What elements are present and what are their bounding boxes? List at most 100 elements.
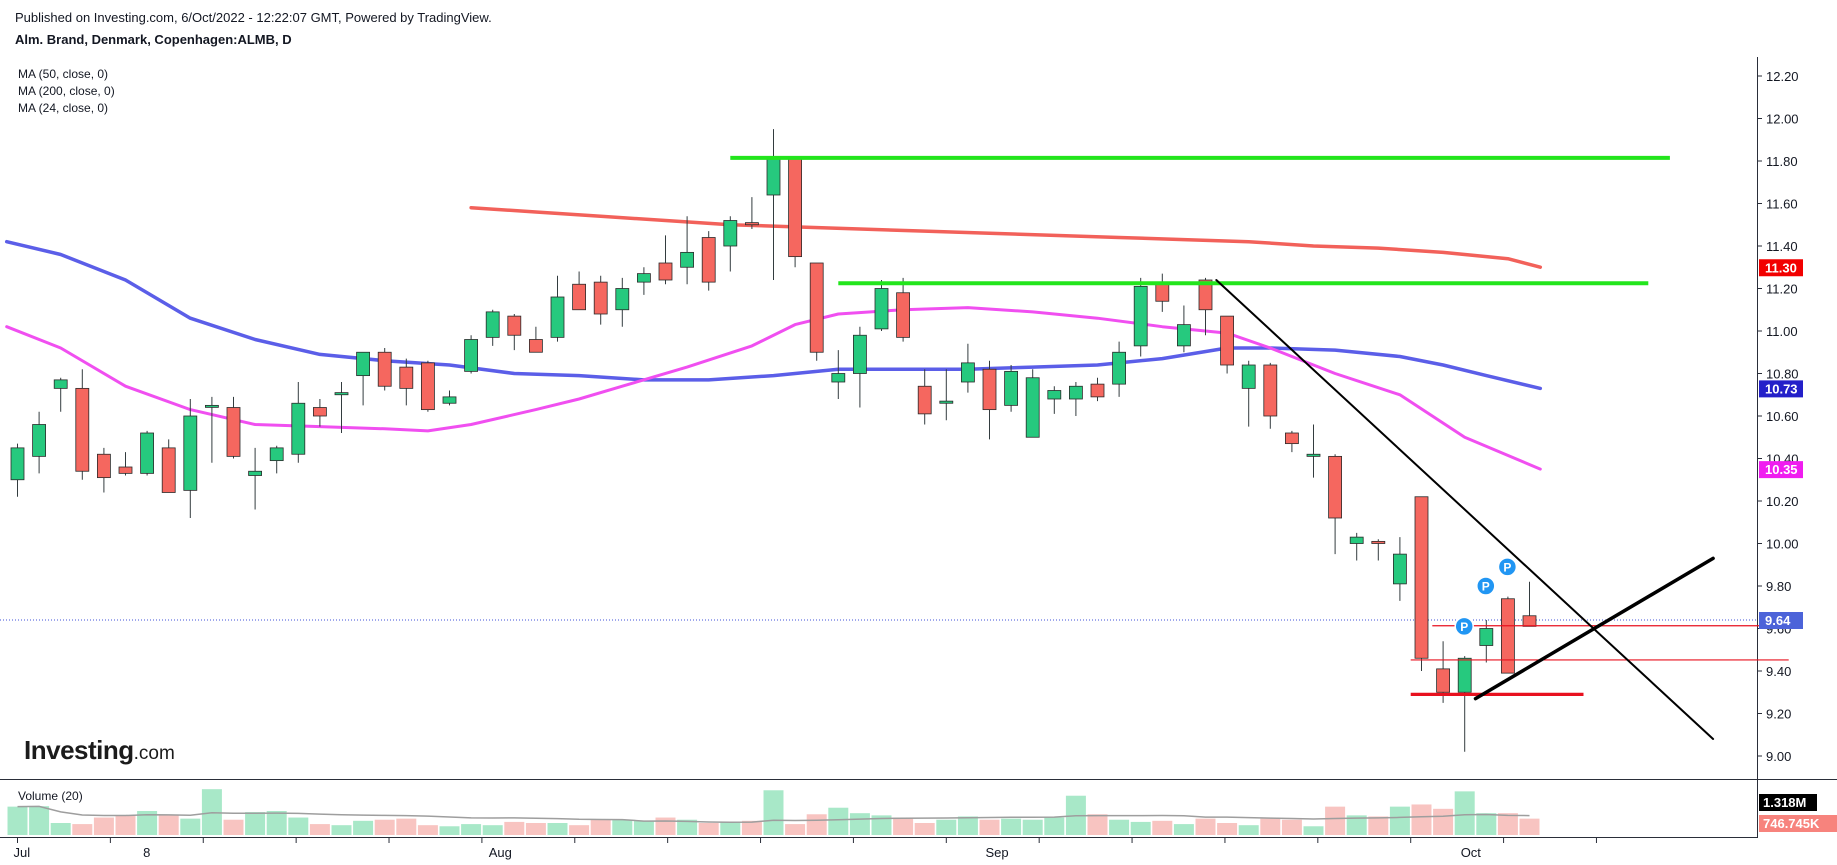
legend-ma24[interactable]: MA (24, close, 0)	[18, 101, 109, 115]
y-tick-label: 11.40	[1766, 239, 1798, 254]
price-label-ma200	[1759, 259, 1803, 277]
y-tick-label: 12.20	[1766, 69, 1799, 84]
volume-bar	[569, 825, 590, 835]
volume-bar	[29, 806, 50, 835]
volume-bar	[1389, 806, 1410, 835]
logo-suffix: .com	[133, 743, 175, 764]
candle-down	[75, 387, 90, 472]
candle-up	[10, 447, 25, 481]
candle-down	[529, 339, 543, 353]
volume-bar	[1130, 821, 1151, 835]
candle-down	[1090, 383, 1105, 398]
candle-up	[1479, 628, 1494, 646]
volume-bar	[1087, 814, 1108, 835]
marker-p	[1497, 557, 1518, 577]
volume-label-last	[1759, 815, 1837, 832]
candle-up	[550, 296, 565, 338]
volume-bar	[417, 825, 438, 835]
candle-up	[1069, 385, 1083, 400]
volume-bar	[93, 817, 114, 835]
x-tick-label: Sep	[986, 845, 1009, 860]
volume-bar	[720, 821, 741, 835]
legend-ma200[interactable]: MA (200, close, 0)	[18, 84, 115, 98]
candle-down	[658, 262, 673, 281]
volume-bar	[871, 815, 892, 835]
ma200-line	[469, 205, 1543, 269]
candle-up	[874, 288, 889, 330]
candle-down	[593, 281, 608, 315]
volume-bar	[957, 816, 978, 835]
volume-bar	[1433, 808, 1454, 835]
candle-up	[334, 392, 349, 396]
ma50-line	[4, 239, 1543, 391]
candle-down	[745, 222, 759, 226]
indicator-legend: MA (50, close, 0) MA (200, close, 0) MA …	[18, 66, 115, 117]
candle-up	[615, 288, 630, 311]
x-tick-label: 8	[143, 845, 150, 860]
volume-bar	[763, 790, 784, 835]
y-tick-label: 9.00	[1766, 749, 1791, 764]
candle-up	[1004, 370, 1018, 406]
candle-up	[1177, 324, 1191, 347]
volume-bar	[741, 820, 762, 835]
candle-down	[1436, 668, 1450, 693]
volume-bar	[1346, 815, 1367, 835]
volume-bar	[806, 814, 827, 835]
marker-p	[1476, 576, 1496, 596]
volume-bar	[1152, 820, 1173, 835]
volume-bar	[1217, 823, 1238, 835]
candle-up	[53, 379, 68, 389]
ma24-line	[5, 306, 1542, 471]
marker-label: P	[1503, 560, 1511, 574]
volume-bar	[1195, 818, 1216, 835]
volume-label-total	[1759, 794, 1817, 811]
candle-down	[1220, 315, 1234, 366]
x-tick-label: Aug	[489, 845, 512, 860]
price-label-ma50-text: 10.73	[1765, 381, 1798, 396]
candle-down	[1414, 496, 1429, 659]
volume-bar	[115, 815, 136, 835]
volume-bar	[633, 820, 654, 835]
volume-bar	[547, 823, 568, 835]
marker-p	[1454, 616, 1474, 637]
x-tick-label: Oct	[1461, 845, 1482, 860]
volume-bar	[979, 819, 1000, 835]
volume-bar	[1368, 816, 1389, 835]
volume-bar	[50, 823, 71, 835]
volume-bar	[72, 824, 93, 835]
volume-bar	[1001, 818, 1022, 835]
volume-label-last-text: 746.745K	[1763, 816, 1820, 831]
y-tick-label: 9.20	[1766, 707, 1791, 722]
volume-bar	[223, 819, 244, 835]
volume-bar	[266, 811, 287, 835]
y-tick-label: 9.40	[1766, 664, 1791, 679]
volume-bar	[7, 806, 28, 835]
candle-down	[809, 262, 824, 353]
candle-down	[118, 466, 133, 474]
y-tick-label: 10.60	[1766, 409, 1799, 424]
symbol-title: Alm. Brand, Denmark, Copenhagen:ALMB, D	[15, 32, 292, 47]
x-tick-label: Jul	[14, 845, 31, 860]
legend-ma50[interactable]: MA (50, close, 0)	[18, 67, 109, 81]
candle-down	[1198, 279, 1213, 311]
trend-line	[1473, 556, 1715, 701]
volume-bar	[309, 824, 330, 835]
candle-up	[1306, 453, 1321, 457]
volume-bar	[331, 825, 352, 835]
price-label-last	[1759, 612, 1803, 629]
candle-down	[1285, 432, 1299, 445]
volume-bar	[1109, 819, 1130, 835]
candle-down	[1522, 615, 1537, 627]
y-tick-label: 11.20	[1766, 282, 1798, 297]
volume-bar	[180, 818, 201, 835]
candle-up	[183, 415, 198, 491]
legend-volume[interactable]: Volume (20)	[18, 789, 83, 803]
volume-bar	[1519, 818, 1540, 835]
candle-down	[377, 351, 392, 387]
candle-down	[1263, 364, 1278, 417]
volume-bar	[439, 826, 460, 835]
candle-down	[788, 156, 802, 258]
published-info: Published on Investing.com, 6/Oct/2022 -…	[15, 10, 492, 25]
candle-down	[97, 453, 111, 479]
